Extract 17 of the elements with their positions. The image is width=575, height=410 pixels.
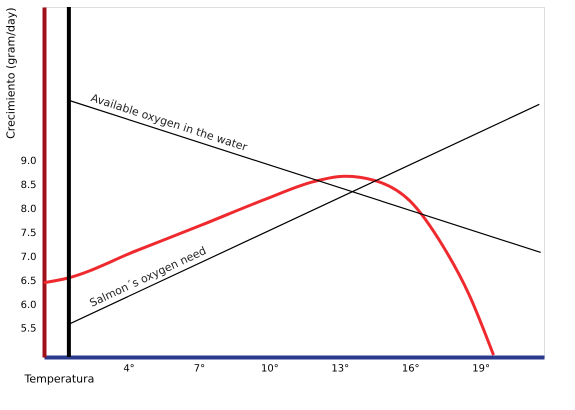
y-tick-label: 6.0 — [20, 300, 36, 311]
y-tick-label: 5.5 — [20, 324, 36, 335]
y-tick-label: 8.5 — [20, 180, 36, 191]
y-tick-label: 7.0 — [20, 252, 36, 263]
x-tick-label: 16° — [402, 364, 420, 374]
y-axis-title: Crecimiento (gram/day) — [4, 8, 18, 139]
line-series — [42, 174, 496, 357]
y-tick-label: 7.5 — [20, 228, 36, 239]
x-tick-label: 10° — [260, 364, 279, 374]
x-tick-label: 19° — [472, 364, 490, 374]
x-tick-label: 4° — [123, 364, 135, 374]
x-tick-label: 7° — [194, 364, 206, 374]
y-tick-label: 6.5 — [20, 276, 36, 287]
x-axis-title: Temperatura — [24, 372, 94, 386]
y-tick-label: 9.0 — [20, 156, 36, 167]
y-tick-label: 8.0 — [20, 204, 36, 215]
x-tick-label: 13° — [331, 364, 350, 374]
